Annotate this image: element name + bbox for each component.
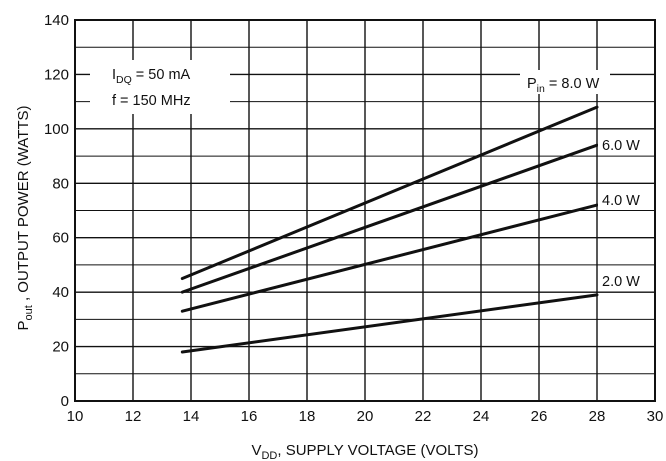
y-tick-label: 40 [52, 284, 69, 301]
series-label-2: 6.0 W [602, 138, 640, 154]
x-tick-label: 24 [473, 408, 490, 425]
condition-idq: IDQ = 50 mA [112, 67, 191, 86]
x-tick-label: 10 [67, 408, 84, 425]
series-line-4 [180, 293, 599, 354]
x-axis-ticks: 10 12 14 16 18 20 22 24 26 28 30 [67, 408, 664, 425]
x-tick-label: 28 [589, 408, 606, 425]
y-tick-label: 120 [44, 66, 69, 83]
series-line-3 [180, 203, 599, 313]
series-label-1: Pin = 8.0 W [527, 76, 600, 95]
x-tick-label: 12 [125, 408, 142, 425]
y-axis-label: Pout , OUTPUT POWER (WATTS) [15, 105, 35, 330]
series-label-bg [598, 269, 654, 291]
x-tick-label: 22 [415, 408, 432, 425]
x-tick-label: 30 [647, 408, 664, 425]
series-label-bg [520, 70, 610, 94]
x-tick-label: 26 [531, 408, 548, 425]
series-label-3: 4.0 W [602, 193, 640, 209]
series-lines [180, 105, 599, 354]
x-tick-label: 20 [357, 408, 374, 425]
x-axis-label: VDD, SUPPLY VOLTAGE (VOLTS) [251, 442, 478, 461]
y-tick-label: 60 [52, 230, 69, 247]
x-tick-label: 14 [183, 408, 200, 425]
y-tick-label: 0 [61, 393, 69, 410]
series-line-2 [180, 143, 599, 294]
y-axis-ticks: 0 20 40 60 80 100 120 140 [44, 12, 69, 410]
series-label-bg [598, 188, 654, 210]
x-tick-label: 16 [241, 408, 258, 425]
condition-frequency: f = 150 MHz [112, 93, 191, 109]
conditions-box [90, 60, 230, 114]
x-tick-label: 18 [299, 408, 316, 425]
plot-frame [74, 19, 656, 402]
series-label-4: 2.0 W [602, 274, 640, 290]
y-tick-label: 140 [44, 12, 69, 29]
annotations: IDQ = 50 mA f = 150 MHz Pin = 8.0 W 6.0 W 4.… [90, 60, 654, 291]
y-tick-label: 100 [44, 121, 69, 138]
y-tick-label: 80 [52, 175, 69, 192]
y-tick-label: 20 [52, 339, 69, 356]
series-line-1 [180, 105, 599, 281]
series-label-bg [598, 133, 654, 155]
